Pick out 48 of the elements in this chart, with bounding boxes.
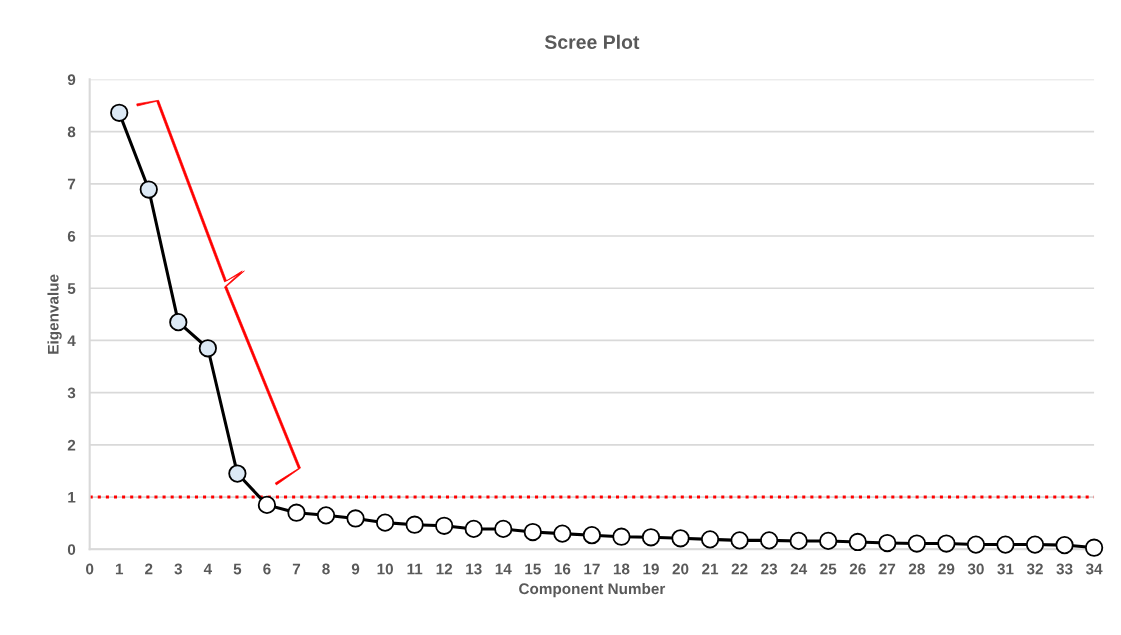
y-tick-label: 8 [67,126,76,138]
x-tick-label: 17 [584,563,600,575]
x-tick-label: 29 [938,563,955,575]
y-tick-label: 6 [67,230,76,242]
y-tick-label: 3 [67,387,76,399]
y-tick-label: 2 [67,439,76,451]
x-tick-label: 11 [407,563,423,575]
x-tick-label: 5 [233,563,242,575]
x-tick-label: 6 [263,563,271,575]
x-tick-label: 19 [643,563,659,575]
x-tick-label: 20 [672,563,689,575]
x-tick-label: 31 [997,563,1014,575]
x-tick-label: 27 [879,563,896,575]
x-tick-label: 14 [495,563,512,575]
y-tick-label: 4 [67,335,76,346]
x-tick-label: 13 [466,563,482,575]
x-tick-label: 8 [322,563,330,575]
x-tick-label: 21 [702,563,719,575]
x-tick-label: 34 [1085,563,1103,575]
x-tick-label: 3 [174,563,182,575]
x-tick-label: 22 [731,563,748,575]
y-tick-label: 7 [67,178,76,190]
x-tick-label: 32 [1026,563,1043,575]
x-tick-label: 1 [115,563,124,575]
x-tick-label: 12 [436,563,453,575]
x-tick-label: 10 [377,563,393,575]
x-tick-label: 2 [145,563,153,575]
x-tick-label: 7 [292,563,301,575]
x-tick-label: 16 [554,563,571,575]
y-tick-label: 9 [67,74,76,86]
x-tick-label: 30 [967,563,984,575]
x-axis-title: Component Number [519,582,666,598]
y-axis-title: Eigenvalue [47,274,62,354]
x-tick-label: 23 [761,563,778,575]
x-tick-label: 24 [790,563,808,575]
y-tick-label: 0 [67,544,76,555]
chart-title: Scree Plot [544,34,640,50]
x-tick-label: 4 [203,563,213,575]
x-tick-label: 9 [351,563,360,575]
x-tick-label: 26 [849,563,866,575]
x-tick-label: 25 [820,563,837,575]
x-tick-label: 33 [1056,563,1073,575]
y-tick-label: 1 [68,492,76,503]
x-tick-label: 28 [908,563,925,575]
x-tick-label: 18 [613,563,630,575]
x-tick-label: 15 [525,563,541,575]
y-tick-label: 5 [67,283,76,294]
x-tick-label: 0 [86,563,94,575]
